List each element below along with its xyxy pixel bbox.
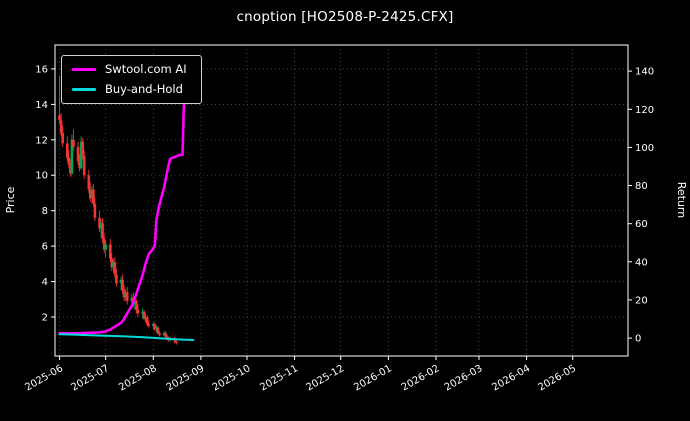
svg-text:100: 100 — [635, 143, 654, 154]
svg-text:2025-12: 2025-12 — [305, 363, 347, 393]
svg-text:120: 120 — [635, 105, 654, 116]
svg-text:140: 140 — [635, 67, 654, 78]
series-ai — [58, 98, 186, 335]
svg-text:16: 16 — [35, 64, 48, 75]
legend-item-bh: Buy-and-Hold — [72, 81, 187, 96]
svg-text:2: 2 — [42, 313, 48, 324]
y-axis-label-right: Return — [675, 182, 688, 219]
svg-text:0: 0 — [635, 334, 641, 345]
svg-text:2025-07: 2025-07 — [70, 363, 112, 393]
svg-text:2026-02: 2026-02 — [400, 363, 442, 393]
svg-text:2025-08: 2025-08 — [117, 363, 159, 393]
svg-text:40: 40 — [635, 257, 648, 268]
svg-text:2025-09: 2025-09 — [165, 363, 207, 393]
svg-text:2025-10: 2025-10 — [211, 363, 253, 393]
svg-text:80: 80 — [635, 181, 648, 192]
legend-label-ai: Swtool.com AI — [105, 62, 187, 76]
svg-text:6: 6 — [42, 242, 48, 253]
svg-text:4: 4 — [42, 277, 48, 288]
series-lines — [58, 98, 195, 341]
candlesticks — [58, 76, 178, 345]
svg-text:2026-05: 2026-05 — [537, 363, 579, 393]
legend-swatch-bh-line — [72, 87, 96, 91]
legend-item-ai: Swtool.com AI — [72, 62, 187, 76]
svg-text:12: 12 — [35, 135, 48, 146]
svg-text:14: 14 — [35, 100, 48, 111]
svg-text:2025-11: 2025-11 — [258, 363, 300, 393]
y-axis-label-left: Price — [4, 186, 17, 213]
svg-text:8: 8 — [42, 206, 48, 217]
svg-text:2025-06: 2025-06 — [23, 363, 65, 393]
svg-text:20: 20 — [635, 295, 648, 306]
svg-text:2026-03: 2026-03 — [443, 363, 485, 393]
series-bh — [58, 333, 195, 341]
svg-text:60: 60 — [635, 219, 648, 230]
svg-text:2026-01: 2026-01 — [352, 363, 394, 393]
chart-title: cnoption [HO2508-P-2425.CFX] — [236, 9, 454, 25]
legend-swatch-ai-line — [72, 68, 96, 72]
legend-label-bh: Buy-and-Hold — [105, 81, 183, 96]
svg-text:2026-04: 2026-04 — [490, 363, 532, 393]
svg-text:10: 10 — [35, 171, 48, 182]
legend: Swtool.com AI Buy-and-Hold — [61, 55, 202, 104]
